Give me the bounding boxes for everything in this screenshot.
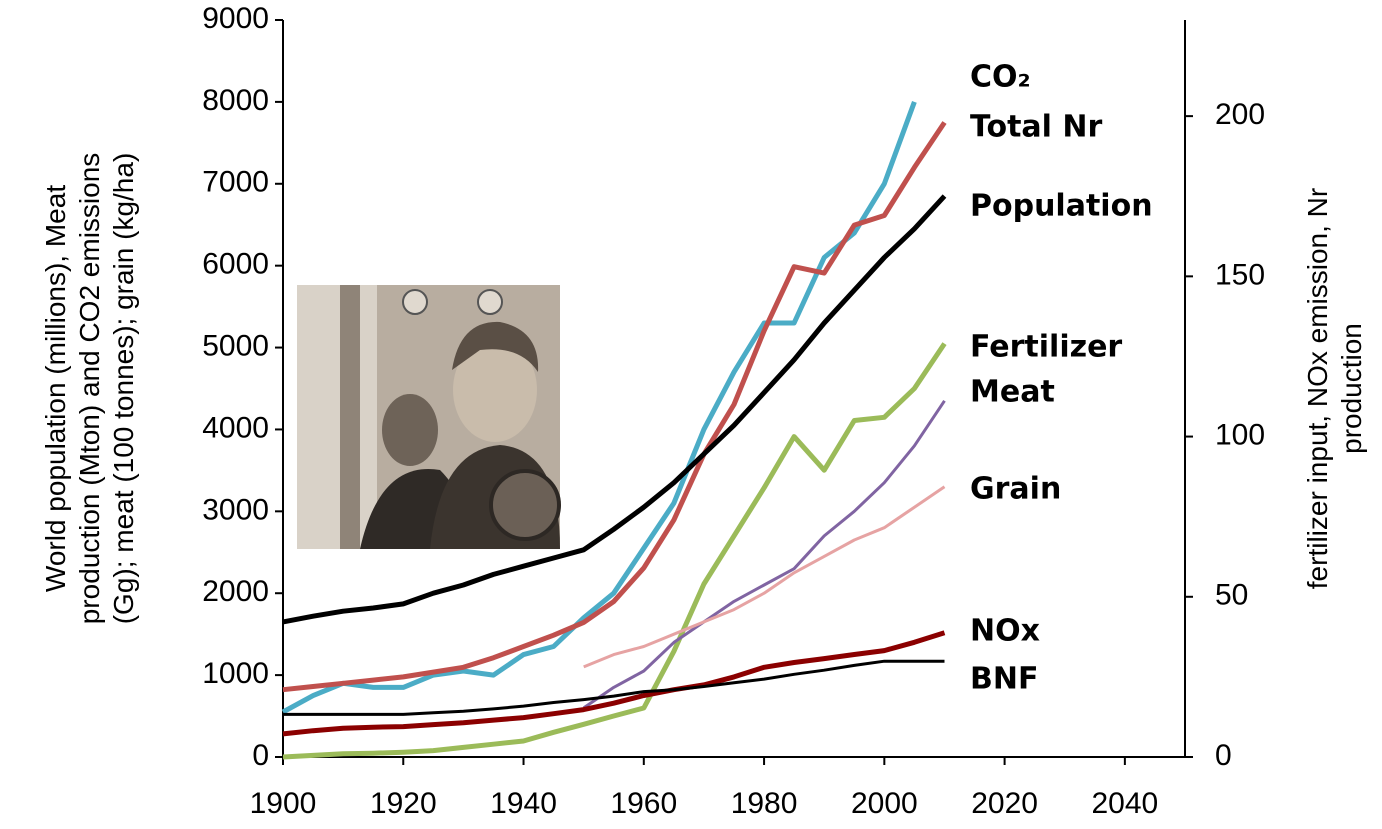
y-tick-label: 4000 [202, 411, 269, 444]
y2-tick-label: 100 [1215, 418, 1265, 451]
chart: 0 1000 2000 3000 4000 5000 6000 7000 8000 9000 0 50… [0, 0, 1382, 829]
y2-tick-label: 0 [1215, 739, 1232, 772]
y2-tick-label: 200 [1215, 98, 1265, 131]
x-tick-label: 1960 [610, 787, 677, 820]
series-label: BNF [970, 662, 1038, 697]
series-label: CO₂ [970, 60, 1031, 95]
y-tick-label: 9000 [202, 2, 269, 35]
series-line [283, 633, 945, 734]
x-tick-label: 1920 [370, 787, 437, 820]
y-tick-label: 2000 [202, 575, 269, 608]
series-label: Total Nr [970, 110, 1103, 145]
y-tick-label: 0 [252, 739, 269, 772]
x-tick-label: 1940 [490, 787, 557, 820]
x-tick-label: 2000 [851, 787, 918, 820]
y-axis-title-line: World population (millions), Meat [40, 185, 71, 592]
y-tick-label: 7000 [202, 166, 269, 199]
y2-axis-title-line: production [1336, 323, 1367, 454]
y-axis-title-line: (Gg); meat (100 tonnes); grain (kg/ha) [108, 153, 139, 625]
y2-axis-title-line: fertilizer input, NOx emission, Nr [1302, 188, 1333, 589]
series-label: Fertilizer [970, 330, 1122, 365]
series-label: Grain [970, 472, 1061, 507]
y-tick-label: 1000 [202, 657, 269, 690]
y-tick-label: 5000 [202, 329, 269, 362]
series-label: Meat [970, 375, 1055, 410]
x-tick-label: 1900 [250, 787, 317, 820]
photo [297, 285, 560, 549]
y-tick-label: 6000 [202, 248, 269, 281]
y-axis-title-line: production (Mton) and CO2 emissions [74, 153, 105, 625]
series-label: Population [970, 189, 1153, 224]
y2-tick-label: 150 [1215, 258, 1265, 291]
series-label: NOx [970, 614, 1040, 649]
x-tick-label: 2020 [971, 787, 1038, 820]
y-tick-label: 3000 [202, 493, 269, 526]
x-tick-label: 1980 [731, 787, 798, 820]
y2-tick-label: 50 [1215, 579, 1248, 612]
y-tick-label: 8000 [202, 84, 269, 117]
x-tick-label: 2040 [1091, 787, 1158, 820]
